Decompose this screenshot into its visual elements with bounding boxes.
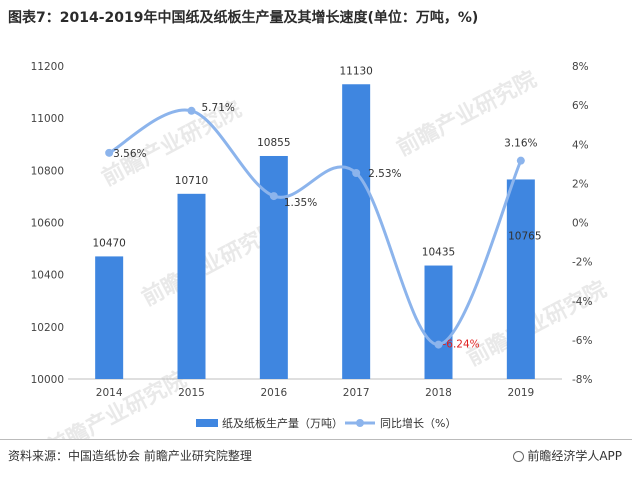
axes: 10000 10200 10400 10600 10800 11000 11200 -8% -6… <box>31 61 593 399</box>
bar-value-label: 10710 <box>175 175 208 187</box>
y-left-tick-label: 11000 <box>31 113 64 125</box>
y-right-tick-label: -4% <box>572 296 592 308</box>
chart-title: 图表7：2014-2019年中国纸及纸板生产量及其增长速度(单位：万吨，%) <box>8 10 479 26</box>
growth-value-label: 3.16% <box>504 138 537 150</box>
brand-text: 前瞻经济学人APP <box>527 449 622 463</box>
bar <box>424 265 453 379</box>
y-right-tick-label: 8% <box>572 61 589 73</box>
growth-value-label: 5.71% <box>202 102 235 114</box>
footer-divider <box>0 439 632 440</box>
growth-point <box>434 340 443 349</box>
y-right-tick-label: -6% <box>572 335 592 347</box>
brand-logo-icon <box>513 451 525 462</box>
y-left-tick-label: 10600 <box>31 218 64 230</box>
bar <box>506 179 535 379</box>
legend-line-marker <box>356 419 364 427</box>
bar <box>95 256 124 379</box>
growth-value-label: 1.35% <box>284 197 317 209</box>
y-left-tick-label: 10000 <box>31 374 64 386</box>
legend-bar-swatch <box>196 419 218 427</box>
growth-point <box>269 192 278 201</box>
bar-series <box>95 84 535 379</box>
bar-value-label: 10470 <box>92 237 125 249</box>
data-labels: 10470 10710 10855 11130 10435 10765 3.56% 5.71%… <box>92 65 541 350</box>
bar-value-label: 10765 <box>508 230 541 242</box>
bar-value-label: 11130 <box>339 65 372 77</box>
legend-bar-label: 纸及纸板生产量（万吨） <box>222 416 343 430</box>
watermark-text: 前瞻产业研究院 <box>463 276 611 371</box>
y-left-tick-label: 11200 <box>31 61 64 73</box>
growth-value-label: -6.24% <box>443 339 480 351</box>
x-tick-label: 2017 <box>343 387 370 399</box>
y-right-tick-label: 0% <box>572 218 589 230</box>
y-right-tick-label: -8% <box>572 374 592 386</box>
x-tick-label: 2014 <box>96 387 123 399</box>
line-series <box>105 106 525 349</box>
x-tick-label: 2016 <box>260 387 287 399</box>
y-right-tick-label: -2% <box>572 257 592 269</box>
bar-value-label: 10435 <box>422 247 455 259</box>
source-note: 资料来源：中国造纸协会 前瞻产业研究院整理 <box>8 449 252 463</box>
y-left-tick-label: 10200 <box>31 322 64 334</box>
y-right-tick-label: 4% <box>572 139 589 151</box>
y-right-tick-label: 2% <box>572 178 589 190</box>
growth-value-label: 3.56% <box>113 148 146 160</box>
legend-line-label: 同比增长（%） <box>380 416 456 430</box>
legend: 纸及纸板生产量（万吨） 同比增长（%） <box>196 416 456 430</box>
y-left-tick-label: 10400 <box>31 270 64 282</box>
growth-point <box>187 106 196 115</box>
growth-point <box>105 148 114 157</box>
x-tick-label: 2015 <box>178 387 205 399</box>
bar <box>342 84 371 379</box>
bar-value-label: 10855 <box>257 137 290 149</box>
bar <box>177 193 206 379</box>
y-right-tick-label: 6% <box>572 100 589 112</box>
x-tick-label: 2018 <box>425 387 452 399</box>
growth-point <box>352 169 361 178</box>
brand-credit: 前瞻经济学人APP <box>513 447 622 464</box>
growth-value-label: 2.53% <box>368 168 401 180</box>
growth-point <box>516 156 525 165</box>
y-left-tick-label: 10800 <box>31 165 64 177</box>
x-tick-label: 2019 <box>507 387 534 399</box>
